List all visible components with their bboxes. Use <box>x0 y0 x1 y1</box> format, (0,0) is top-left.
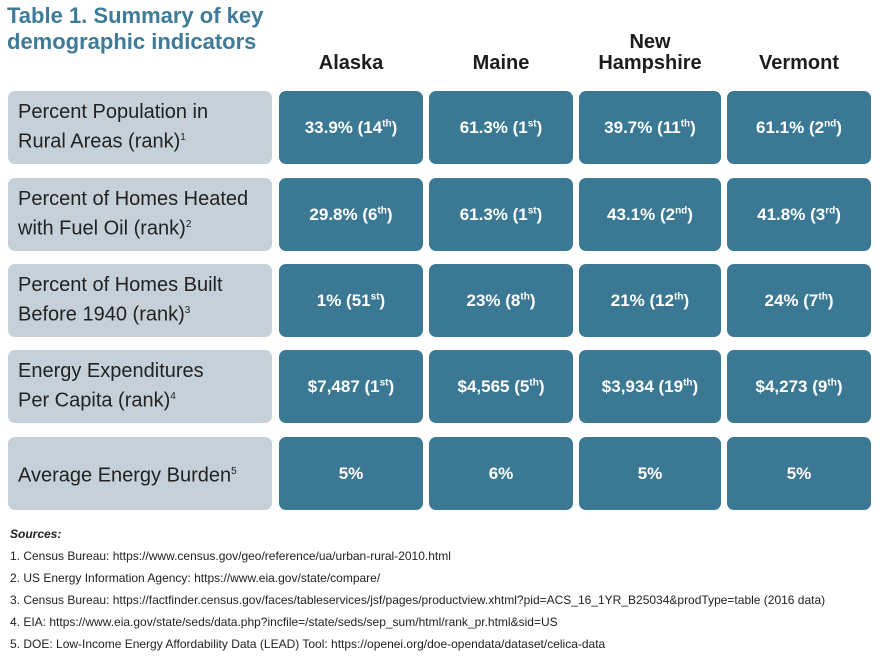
footnote-marker: 3 <box>184 305 191 317</box>
value-cell: 41.8% (3rd) <box>727 178 871 251</box>
table-row: Percent Population in Rural Areas (rank)1… <box>8 91 872 164</box>
label-line: Percent Population in <box>18 101 209 124</box>
row-label: Percent of Homes Built Before 1940 (rank)… <box>8 264 272 337</box>
label-line: Energy Expenditures <box>18 360 204 383</box>
source-item: 4. EIA: https://www.eia.gov/state/seds/d… <box>10 615 558 629</box>
value-cell: 39.7% (11th) <box>579 91 721 164</box>
column-header-alaska: Alaska <box>279 30 423 74</box>
cell-value: 5% <box>786 463 812 483</box>
cell-value: 1% (51st) <box>316 290 386 310</box>
rank-suffix: nd <box>675 204 688 216</box>
column-header-line: Vermont <box>758 52 840 74</box>
rank-suffix: nd <box>824 117 837 129</box>
cell-value: 5% <box>338 463 364 483</box>
rank-suffix: th <box>674 290 684 302</box>
row-label: Percent of Homes Heated with Fuel Oil (ra… <box>8 178 272 251</box>
row-label: Average Energy Burden5 <box>8 437 272 510</box>
cell-value: 61.3% (1st) <box>459 117 543 137</box>
value-cell: 33.9% (14th) <box>279 91 423 164</box>
value-cell: $7,487 (1st) <box>279 350 423 423</box>
sources: Sources: 1. Census Bureau: https://www.c… <box>10 527 825 659</box>
value-cell: 21% (12th) <box>579 264 721 337</box>
rank-suffix: st <box>527 204 537 216</box>
value-cell: 23% (8th) <box>429 264 573 337</box>
column-header-new-hampshire: New Hampshire <box>579 30 721 74</box>
rank-suffix: th <box>680 117 691 129</box>
title-line: Table 1. Summary of key <box>7 3 264 28</box>
row-label: Percent Population in Rural Areas (rank)1 <box>8 91 272 164</box>
value-cell: $4,273 (9th) <box>727 350 871 423</box>
column-header-line: Alaska <box>318 52 384 74</box>
cell-value: $4,273 (9th) <box>755 376 843 396</box>
rank-suffix: st <box>527 117 537 129</box>
source-item: 2. US Energy Information Agency: https:/… <box>10 571 381 585</box>
value-cell: 24% (7th) <box>727 264 871 337</box>
cell-value: 39.7% (11th) <box>604 117 696 137</box>
title-line: demographic indicators <box>7 29 257 54</box>
cell-value: 5% <box>637 463 663 483</box>
value-cell: $4,565 (5th) <box>429 350 573 423</box>
source-item: 1. Census Bureau: https://www.census.gov… <box>10 549 451 563</box>
cell-value: $4,565 (5th) <box>457 376 545 396</box>
rank-suffix: th <box>529 376 539 388</box>
cell-value: 43.1% (2nd) <box>607 204 693 224</box>
value-cell: 1% (51st) <box>279 264 423 337</box>
rank-suffix: th <box>382 117 392 129</box>
value-cell: 5% <box>727 437 871 510</box>
cell-value: $7,487 (1st) <box>307 376 395 396</box>
label-line: Percent of Homes Built <box>18 274 223 297</box>
table-title: Table 1. Summary of key demographic indi… <box>7 3 263 55</box>
column-header-maine: Maine <box>429 30 573 74</box>
value-cell: $3,934 (19th) <box>579 350 721 423</box>
rank-suffix: th <box>818 290 828 302</box>
column-header-line: Maine <box>472 52 530 74</box>
footnote-marker: 5 <box>231 465 237 477</box>
column-header-line: Hampshire <box>598 52 702 74</box>
rank-suffix: st <box>370 290 380 302</box>
value-cell: 61.3% (1st) <box>429 178 573 251</box>
row-label: Energy Expenditures Per Capita (rank)4 <box>8 350 272 423</box>
value-cell: 29.8% (6th) <box>279 178 423 251</box>
footnote-marker: 1 <box>180 132 186 144</box>
rank-suffix: th <box>377 204 387 216</box>
column-header-vermont: Vermont <box>727 30 871 74</box>
cell-value: $3,934 (19th) <box>601 376 699 396</box>
value-cell: 5% <box>279 437 423 510</box>
column-header-line: New <box>629 31 671 53</box>
cell-value: 41.8% (3rd) <box>757 204 841 224</box>
cell-value: 21% (12th) <box>610 290 690 310</box>
cell-value: 61.1% (2nd) <box>756 117 842 137</box>
label-line: Percent of Homes Heated <box>18 188 249 211</box>
table-row: Percent of Homes Heated with Fuel Oil (ra… <box>8 178 872 251</box>
value-cell: 6% <box>429 437 573 510</box>
label-line: Average Energy Burden5 <box>18 464 237 487</box>
label-line: Rural Areas (rank)1 <box>18 130 186 153</box>
cell-value: 24% (7th) <box>764 290 834 310</box>
label-line: Per Capita (rank)4 <box>18 389 176 412</box>
table-row: Average Energy Burden5 5% 6% 5% 5% <box>8 437 872 510</box>
cell-value: 33.9% (14th) <box>304 117 398 137</box>
label-line: with Fuel Oil (rank)2 <box>18 217 192 240</box>
value-cell: 61.3% (1st) <box>429 91 573 164</box>
footnote-marker: 4 <box>170 391 176 403</box>
cell-value: 6% <box>488 463 514 483</box>
rank-suffix: th <box>683 376 693 388</box>
value-cell: 5% <box>579 437 721 510</box>
source-item: 5. DOE: Low-Income Energy Affordability … <box>10 637 606 651</box>
rank-suffix: rd <box>825 204 836 216</box>
cell-value: 29.8% (6th) <box>309 204 393 224</box>
rank-suffix: st <box>379 376 389 388</box>
footnote-marker: 2 <box>185 219 192 231</box>
value-cell: 43.1% (2nd) <box>579 178 721 251</box>
rank-suffix: th <box>827 376 837 388</box>
value-cell: 61.1% (2nd) <box>727 91 871 164</box>
cell-value: 23% (8th) <box>466 290 536 310</box>
label-line: Before 1940 (rank)3 <box>18 303 191 326</box>
rank-suffix: th <box>520 290 530 302</box>
source-item: 3. Census Bureau: https://factfinder.cen… <box>10 593 826 607</box>
cell-value: 61.3% (1st) <box>459 204 543 224</box>
table-row: Energy Expenditures Per Capita (rank)4 $7,… <box>8 350 872 423</box>
table-row: Percent of Homes Built Before 1940 (rank)… <box>8 264 872 337</box>
sources-heading: Sources: <box>10 527 62 541</box>
